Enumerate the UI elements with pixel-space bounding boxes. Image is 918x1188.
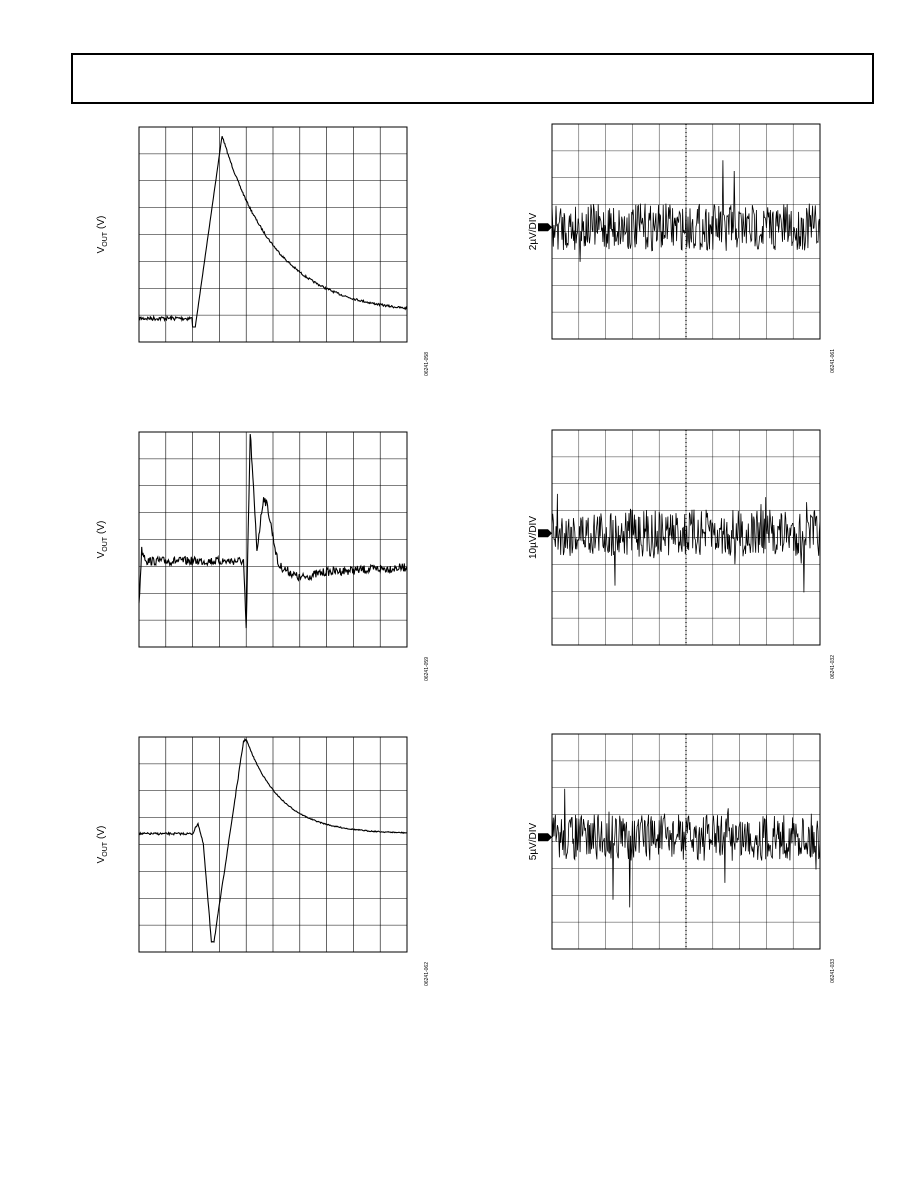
y-axis-label: VOUT(V)	[96, 521, 109, 559]
y-axis-label: 10µV/DIV	[528, 516, 539, 559]
figure-code: 06241-058	[424, 352, 430, 376]
scope-plot: VOUT(V)06241-058	[96, 127, 430, 376]
channel-marker	[538, 529, 552, 537]
channel-marker	[538, 833, 552, 841]
y-label-subscript: OUT	[102, 231, 109, 247]
figure-code: 06241-033	[830, 959, 836, 983]
y-label-unit: (V)	[96, 521, 107, 534]
figure-code: 06241-032	[830, 655, 836, 679]
scope-plot: 5µV/DIV 06241-033	[528, 734, 836, 983]
figure-code: 06241-062	[424, 962, 430, 986]
scope-plot: 10µV/DIV 06241-032	[528, 430, 836, 679]
y-axis-label: VOUT(V)	[96, 216, 109, 254]
y-label-unit: (V)	[96, 216, 107, 229]
y-axis-label: VOUT(V)	[96, 826, 109, 864]
y-label-unit: (V)	[96, 826, 107, 839]
figure-code: 06241-061	[830, 349, 836, 373]
header-box	[72, 54, 873, 103]
scope-plot: 2µV/DIV 06241-061	[528, 124, 836, 373]
y-label-subscript: OUT	[102, 841, 109, 857]
y-axis-label: 5µV/DIV	[528, 822, 539, 860]
scope-plot: VOUT(V)06241-062	[96, 737, 430, 986]
y-axis-label: 2µV/DIV	[528, 212, 539, 250]
scope-plot: VOUT(V)06241-059	[96, 432, 430, 681]
y-label-subscript: OUT	[102, 536, 109, 552]
figure-code: 06241-059	[424, 657, 430, 681]
channel-marker	[538, 223, 552, 231]
